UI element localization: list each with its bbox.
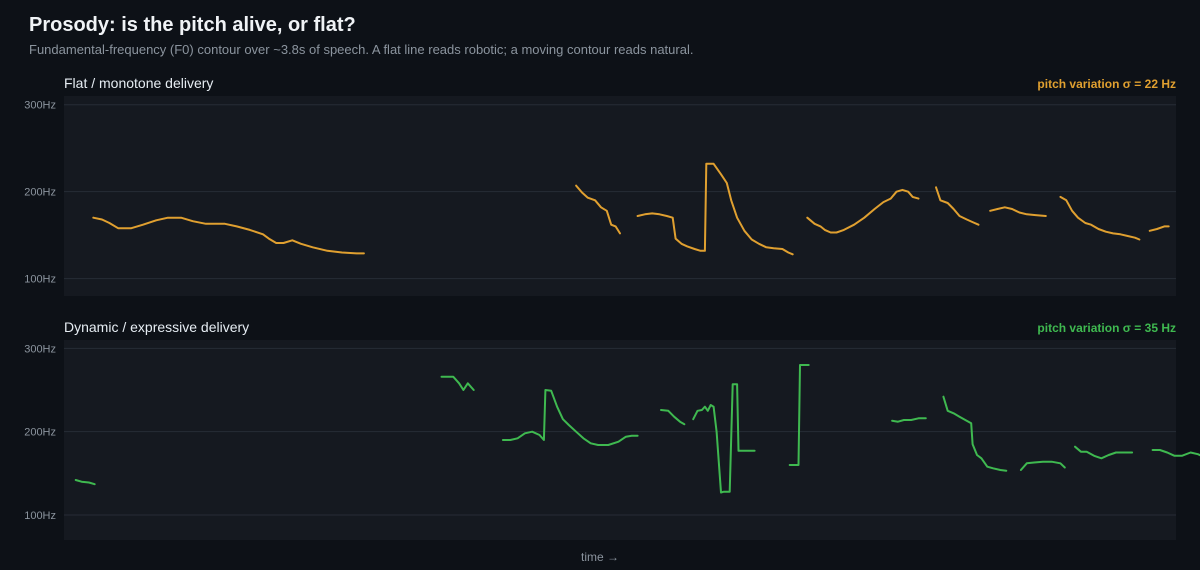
dynamic-pitch-contour-segment <box>692 383 756 494</box>
page-subtitle: Fundamental-frequency (F0) contour over … <box>29 42 694 57</box>
flat-pitch-variation-stat: pitch variation σ = 22 Hz <box>1037 77 1176 91</box>
dynamic-pitch-contour-segment <box>1019 460 1066 471</box>
flat-pitch-contour-segment <box>92 216 365 255</box>
flat-y-tick-label: 200Hz <box>24 187 56 199</box>
flat-pitch-contour-segment <box>989 206 1047 217</box>
flat-pitch-contour-segment <box>935 186 980 226</box>
x-axis-label: time → <box>580 550 619 564</box>
dynamic-pitch-contour-segment <box>1151 449 1200 457</box>
dynamic-pitch-contour-segment <box>788 364 810 466</box>
page-title: Prosody: is the pitch alive, or flat? <box>29 14 356 36</box>
flat-y-tick-label: 300Hz <box>24 100 56 112</box>
dynamic-y-tick-label: 200Hz <box>24 427 56 439</box>
flat-panel-title: Flat / monotone delivery <box>64 75 214 91</box>
dynamic-pitch-contour-segment <box>660 409 686 426</box>
dynamic-pitch-variation-stat: pitch variation σ = 35 Hz <box>1037 321 1176 335</box>
dynamic-pitch-contour-segment <box>74 479 96 486</box>
dynamic-y-tick-label: 300Hz <box>24 343 56 355</box>
dynamic-pitch-contour-segment <box>942 395 1008 472</box>
dynamic-y-tick-label: 100Hz <box>24 510 56 522</box>
flat-plot-area <box>64 96 1176 296</box>
flat-pitch-contour-segment <box>636 162 794 256</box>
dynamic-pitch-contour-segment <box>1074 445 1134 460</box>
dynamic-pitch-contour-segment <box>501 389 639 446</box>
flat-pitch-contour-segment <box>1059 195 1141 241</box>
flat-pitch-contour-segment <box>1148 225 1170 232</box>
flat-pitch-contour-segment <box>575 184 621 235</box>
dynamic-pitch-contour-segment <box>440 375 475 391</box>
flat-y-tick-label: 100Hz <box>24 274 56 286</box>
flat-pitch-contour-segment <box>806 188 920 234</box>
dynamic-panel-title: Dynamic / expressive delivery <box>64 319 250 335</box>
dynamic-pitch-contour-segment <box>891 417 927 423</box>
